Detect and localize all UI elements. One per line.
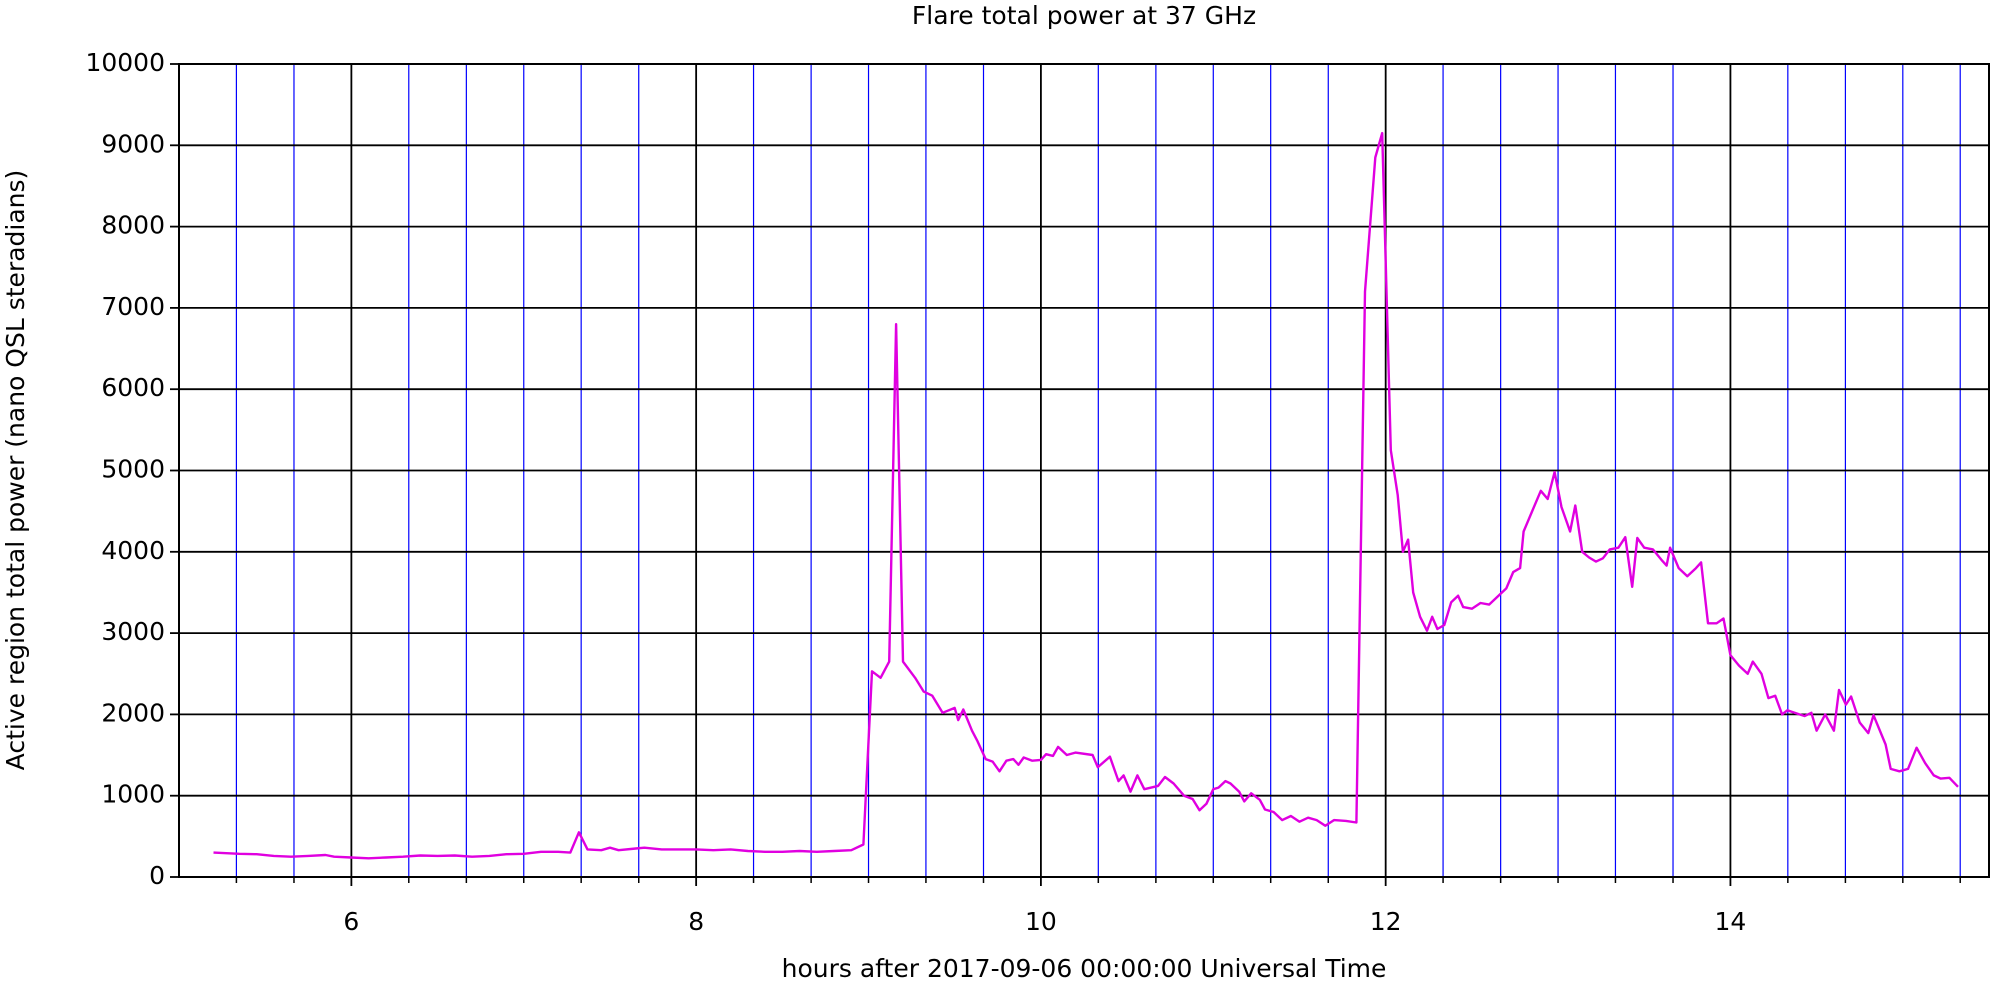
x-tick-label: 6 bbox=[343, 907, 359, 936]
y-tick-label: 5000 bbox=[101, 455, 165, 484]
x-tick-label: 10 bbox=[1025, 907, 1057, 936]
y-tick-label: 8000 bbox=[101, 211, 165, 240]
x-axis-label: hours after 2017-09-06 00:00:00 Universa… bbox=[782, 954, 1387, 983]
y-tick-label: 0 bbox=[149, 861, 165, 890]
y-tick-label: 3000 bbox=[101, 617, 165, 646]
y-tick-label: 2000 bbox=[101, 698, 165, 727]
plot-frame bbox=[178, 63, 1990, 878]
y-tick-label: 4000 bbox=[101, 536, 165, 565]
data-line bbox=[213, 131, 1959, 860]
x-tick-label: 8 bbox=[688, 907, 704, 936]
y-tick-label: 6000 bbox=[101, 373, 165, 402]
y-tick-label: 9000 bbox=[101, 129, 165, 158]
x-tick-label: 12 bbox=[1370, 907, 1402, 936]
y-axis-label: Active region total power (nano QSL ster… bbox=[1, 170, 30, 771]
x-tick-label: 14 bbox=[1715, 907, 1747, 936]
y-tick-label: 7000 bbox=[101, 292, 165, 321]
y-tick-label: 1000 bbox=[101, 780, 165, 809]
chart-title: Flare total power at 37 GHz bbox=[912, 1, 1256, 30]
y-tick-label: 10000 bbox=[85, 48, 165, 77]
